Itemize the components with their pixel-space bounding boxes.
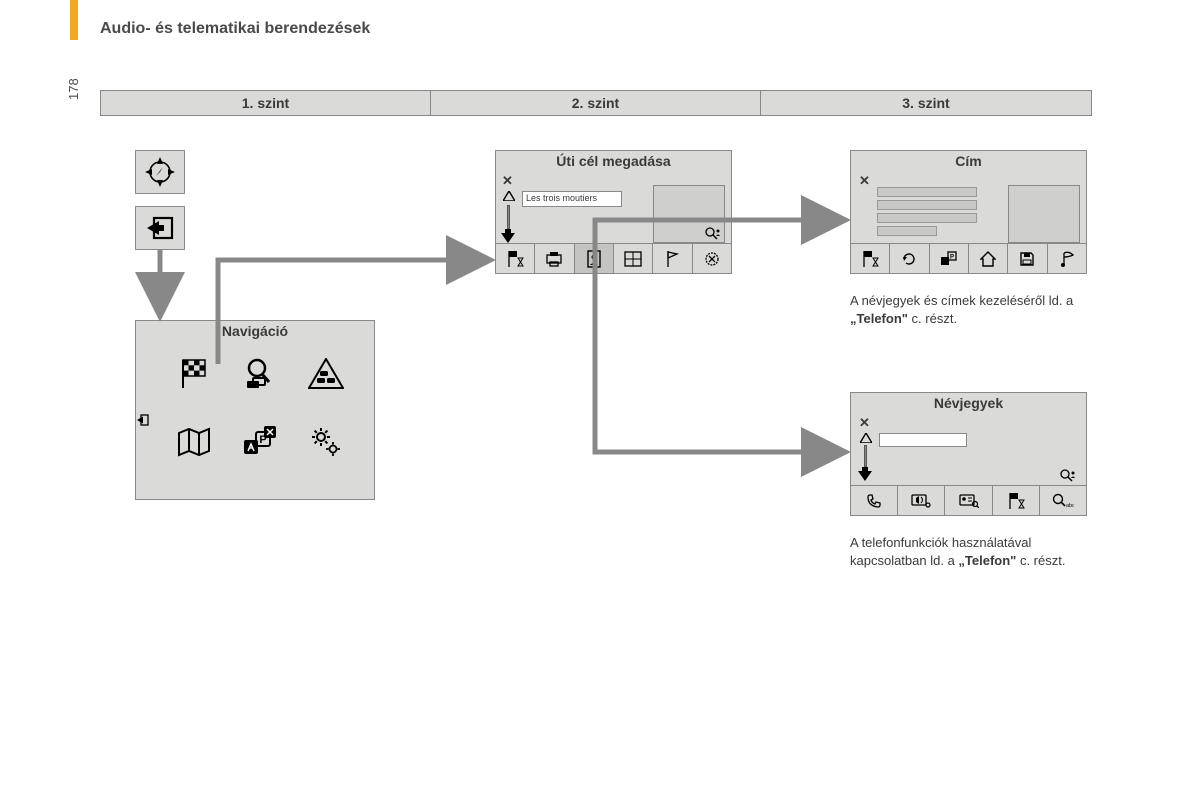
page-title: Audio- és telematikai berendezések [100, 20, 370, 38]
address-note: A névjegyek és címek kezeléséről ld. a „… [850, 292, 1090, 328]
speaker-card-icon [911, 494, 931, 508]
destination-toolbar [496, 243, 731, 273]
tool-flag-hourglass[interactable] [851, 244, 890, 273]
address-fields [877, 187, 977, 236]
id-card-search-icon [959, 494, 979, 508]
tool-poi[interactable]: P [930, 244, 969, 273]
navigation-panel: Navigáció [135, 320, 375, 500]
destination-title: Úti cél megadása [496, 151, 731, 171]
grid-map-icon [624, 251, 642, 267]
level-header-bar: 1. szint 2. szint 3. szint [100, 90, 1092, 116]
up-triangle-icon[interactable] [860, 433, 872, 443]
address-field-1[interactable] [877, 187, 977, 197]
enter-icon [146, 216, 174, 240]
contacts-title: Névjegyek [851, 393, 1086, 413]
level-3-header: 3. szint [761, 91, 1091, 115]
navigation-title: Navigáció [136, 321, 374, 341]
close-icon[interactable]: ✕ [859, 415, 870, 431]
person-search-icon[interactable] [1060, 469, 1076, 483]
tool-printer[interactable] [535, 244, 574, 273]
tool-flag-plain[interactable] [653, 244, 692, 273]
tool-flag-hourglass[interactable] [496, 244, 535, 273]
address-field-3[interactable] [877, 213, 977, 223]
tool-id-card[interactable] [945, 486, 992, 515]
down-arrow-icon[interactable] [501, 229, 515, 243]
contact-card-icon [586, 250, 602, 268]
up-triangle-icon[interactable] [503, 191, 515, 201]
svg-text:abc: abc [1066, 503, 1074, 509]
tool-phone[interactable] [851, 486, 898, 515]
tool-contact[interactable] [575, 244, 614, 273]
flag-icon [665, 250, 679, 268]
nav-settings-button[interactable] [302, 417, 350, 467]
back-icon [137, 414, 149, 426]
page-number: 178 [66, 78, 81, 100]
disk-icon [1019, 251, 1035, 267]
scrollbar-track[interactable] [507, 205, 510, 229]
flag-note-icon [1059, 251, 1075, 267]
destination-input[interactable]: Les trois moutiers [522, 191, 622, 207]
search-abc-icon: abc [1052, 493, 1074, 509]
tool-speaker-card[interactable] [898, 486, 945, 515]
flag-hourglass-icon [1007, 492, 1025, 510]
contacts-panel: Névjegyek ✕ abc [850, 392, 1087, 516]
target-x-icon [704, 251, 720, 267]
compass-button[interactable] [135, 150, 185, 194]
close-icon[interactable]: ✕ [502, 173, 513, 189]
nav-poi-button[interactable]: P [236, 417, 284, 467]
level-2-header: 2. szint [431, 91, 761, 115]
flag-checkered-icon [179, 358, 209, 390]
address-title: Cím [851, 151, 1086, 171]
tool-target[interactable] [693, 244, 731, 273]
contacts-note: A telefonfunkciók használatával kapcsola… [850, 534, 1090, 570]
flag-hourglass-icon [861, 250, 879, 268]
home-icon [980, 251, 996, 267]
down-arrow-icon[interactable] [858, 467, 872, 481]
nav-traffic-button[interactable] [302, 349, 350, 399]
tool-search-abc[interactable]: abc [1040, 486, 1086, 515]
tool-flag-hourglass[interactable] [993, 486, 1040, 515]
flag-hourglass-icon [506, 250, 524, 268]
poi-small-icon: P [940, 251, 958, 267]
compass-icon [143, 155, 177, 189]
tool-map-grid[interactable] [614, 244, 653, 273]
poi-icons-icon: P [242, 426, 278, 458]
nav-back-tab[interactable] [136, 411, 150, 429]
phone-icon [866, 493, 882, 509]
tool-refresh[interactable] [890, 244, 929, 273]
search-stack-icon [243, 357, 277, 391]
person-search-icon[interactable] [705, 227, 721, 241]
traffic-warning-icon [308, 358, 344, 390]
gear-icon [310, 426, 342, 458]
address-field-2[interactable] [877, 200, 977, 210]
map-preview [1008, 185, 1080, 243]
svg-text:P: P [950, 254, 954, 260]
contact-field[interactable] [879, 433, 967, 447]
address-panel: Cím ✕ P [850, 150, 1087, 274]
destination-panel: Úti cél megadása ✕ Les trois moutiers [495, 150, 732, 274]
nav-destination-button[interactable] [170, 349, 218, 399]
tool-save[interactable] [1008, 244, 1047, 273]
level-1-header: 1. szint [101, 91, 431, 115]
scrollbar-track[interactable] [864, 445, 867, 467]
address-field-4[interactable] [877, 226, 937, 236]
tool-home[interactable] [969, 244, 1008, 273]
map-icon [177, 427, 211, 457]
enter-button[interactable] [135, 206, 185, 250]
nav-search-button[interactable] [236, 349, 284, 399]
contacts-toolbar: abc [851, 485, 1086, 515]
tool-flag-note[interactable] [1048, 244, 1086, 273]
close-icon[interactable]: ✕ [859, 173, 870, 189]
refresh-icon [901, 251, 917, 267]
stack-icon [545, 251, 563, 267]
nav-map-button[interactable] [170, 417, 218, 467]
address-toolbar: P [851, 243, 1086, 273]
page-tab-marker [70, 0, 78, 40]
